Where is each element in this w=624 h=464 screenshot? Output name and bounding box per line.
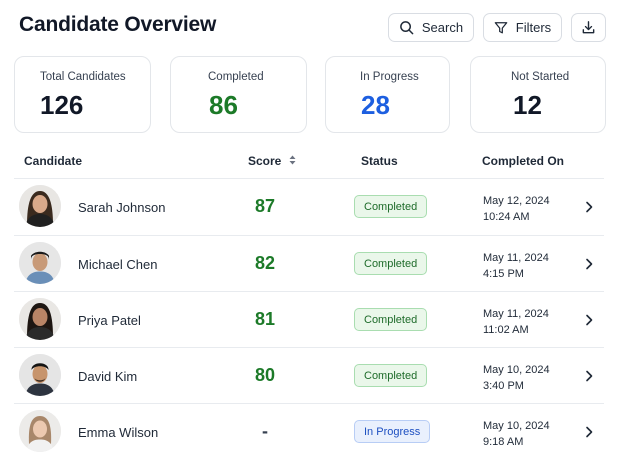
candidate-score: - <box>262 421 268 441</box>
chevron-right-icon[interactable] <box>584 200 594 218</box>
page-title: Candidate Overview <box>19 13 217 36</box>
divider <box>14 403 604 404</box>
candidate-name: Michael Chen <box>78 257 158 272</box>
candidate-score: 82 <box>254 253 276 273</box>
download-icon <box>581 20 596 35</box>
stat-label: Completed <box>208 71 264 83</box>
filters-button[interactable]: Filters <box>483 13 562 42</box>
divider <box>14 235 604 236</box>
candidate-name: David Kim <box>78 369 138 384</box>
avatar <box>19 242 61 284</box>
filters-button-label: Filters <box>515 20 552 35</box>
stat-card-completed: Completed 86 <box>170 56 307 133</box>
completed-on: May 10, 2024 9:18 AM <box>483 418 550 450</box>
table-row[interactable]: Michael Chen 82 Completed May 11, 2024 4… <box>14 236 604 292</box>
candidate-score: 80 <box>254 365 276 385</box>
table-row[interactable]: Sarah Johnson 87 Completed May 12, 2024 … <box>14 179 604 235</box>
stat-card-in-progress: In Progress 28 <box>325 56 450 133</box>
completed-on: May 11, 2024 11:02 AM <box>483 306 549 338</box>
chevron-right-icon[interactable] <box>584 369 594 387</box>
stat-value: 28 <box>361 90 390 120</box>
completed-time: 9:18 AM <box>483 436 524 448</box>
stat-card-total: Total Candidates 126 <box>14 56 151 133</box>
completed-time: 4:15 PM <box>483 268 524 280</box>
candidate-score: 81 <box>254 309 276 329</box>
search-button-label: Search <box>421 20 464 35</box>
stat-label: Total Candidates <box>40 71 126 83</box>
table-row[interactable]: Priya Patel 81 Completed May 11, 2024 11… <box>14 292 604 348</box>
chevron-right-icon[interactable] <box>584 257 594 275</box>
candidate-name: Priya Patel <box>78 313 141 328</box>
stat-label: In Progress <box>360 71 419 83</box>
filter-icon <box>494 21 508 35</box>
completed-date: May 10, 2024 <box>483 364 550 376</box>
avatar <box>19 410 61 452</box>
completed-date: May 10, 2024 <box>483 420 550 432</box>
sort-icon[interactable] <box>289 154 296 168</box>
column-header-candidate[interactable]: Candidate <box>24 154 83 168</box>
stat-label: Not Started <box>511 71 570 83</box>
completed-on: May 11, 2024 4:15 PM <box>483 250 549 282</box>
search-icon <box>399 20 414 35</box>
column-header-score[interactable]: Score <box>248 154 296 168</box>
stat-card-not-started: Not Started 12 <box>470 56 606 133</box>
status-badge: In Progress <box>354 420 431 443</box>
divider <box>14 291 604 292</box>
status-badge: Completed <box>354 252 428 275</box>
divider <box>14 178 604 179</box>
stat-value: 86 <box>209 90 238 120</box>
chevron-right-icon[interactable] <box>584 425 594 443</box>
completed-time: 11:02 AM <box>483 324 529 336</box>
candidate-score: 87 <box>254 196 276 216</box>
table-row[interactable]: Emma Wilson - In Progress May 10, 2024 9… <box>14 404 604 460</box>
search-button[interactable]: Search <box>388 13 474 42</box>
status-badge: Completed <box>354 364 428 387</box>
avatar <box>19 185 61 227</box>
candidate-name: Sarah Johnson <box>78 200 166 215</box>
divider <box>14 347 604 348</box>
table-row[interactable]: David Kim 80 Completed May 10, 2024 3:40… <box>14 348 604 404</box>
completed-time: 3:40 PM <box>483 380 524 392</box>
column-header-completed-on[interactable]: Completed On <box>482 154 565 168</box>
column-header-status[interactable]: Status <box>361 154 398 168</box>
completed-date: May 11, 2024 <box>483 252 549 264</box>
completed-date: May 12, 2024 <box>483 195 550 207</box>
status-badge: Completed <box>354 308 428 331</box>
status-badge: Completed <box>354 195 428 218</box>
completed-on: May 10, 2024 3:40 PM <box>483 362 550 394</box>
column-header-score-label: Score <box>248 154 282 168</box>
candidate-name: Emma Wilson <box>78 425 159 440</box>
download-button[interactable] <box>571 13 606 42</box>
avatar <box>19 354 61 396</box>
stat-value: 126 <box>40 90 84 120</box>
chevron-right-icon[interactable] <box>584 313 594 331</box>
completed-on: May 12, 2024 10:24 AM <box>483 193 550 225</box>
avatar <box>19 298 61 340</box>
completed-date: May 11, 2024 <box>483 308 549 320</box>
stat-value: 12 <box>513 90 542 120</box>
completed-time: 10:24 AM <box>483 211 530 223</box>
